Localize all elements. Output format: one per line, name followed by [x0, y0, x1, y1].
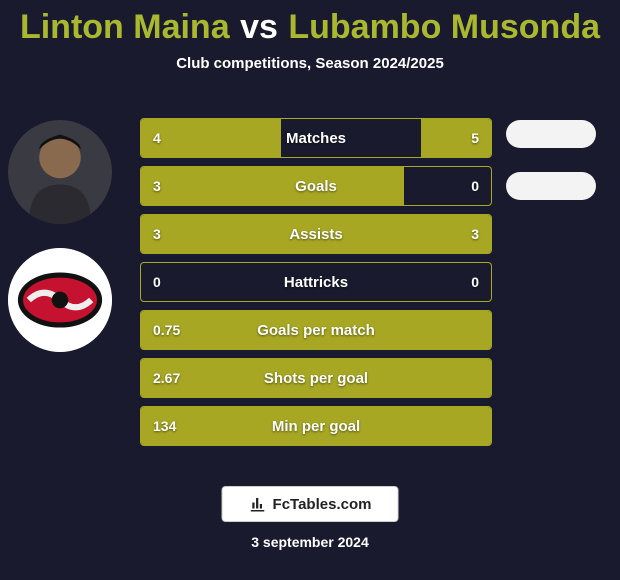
stat-value-right: 5: [471, 119, 479, 157]
subtitle: Club competitions, Season 2024/2025: [0, 55, 620, 72]
player2-club-avatar: [8, 248, 112, 352]
avatars-column: [8, 120, 118, 376]
page-title: Linton Maina vs Lubambo Musonda: [0, 0, 620, 47]
stat-row-matches: 4 Matches 5: [140, 118, 492, 158]
stat-value-right: 0: [471, 263, 479, 301]
comparison-widget: Linton Maina vs Lubambo Musonda Club com…: [0, 0, 620, 580]
stat-row-min-per-goal: 134 Min per goal: [140, 406, 492, 446]
stat-label: Assists: [141, 215, 491, 253]
stat-label: Hattricks: [141, 263, 491, 301]
stat-row-shots-per-goal: 2.67 Shots per goal: [140, 358, 492, 398]
player1-avatar: [8, 120, 112, 224]
player2-name: Lubambo Musonda: [288, 8, 600, 46]
stat-value-right: 3: [471, 215, 479, 253]
stat-row-assists: 3 Assists 3: [140, 214, 492, 254]
widget-pill: [506, 120, 596, 148]
stat-label: Min per goal: [141, 407, 491, 445]
chart-icon: [249, 495, 267, 513]
person-icon: [8, 120, 112, 224]
widget-pill: [506, 172, 596, 200]
fctables-link[interactable]: FcTables.com: [222, 486, 399, 522]
stats-bars: 4 Matches 5 3 Goals 0 3 Assists 3 0 Hatt…: [140, 118, 492, 454]
club-logo-icon: [8, 248, 112, 352]
stat-row-goals-per-match: 0.75 Goals per match: [140, 310, 492, 350]
stat-label: Goals per match: [141, 311, 491, 349]
stat-value-right: 0: [471, 167, 479, 205]
stat-label: Matches: [141, 119, 491, 157]
stat-label: Shots per goal: [141, 359, 491, 397]
date-text: 3 september 2024: [0, 534, 620, 550]
stat-label: Goals: [141, 167, 491, 205]
player1-name: Linton Maina: [20, 8, 230, 46]
stat-row-hattricks: 0 Hattricks 0: [140, 262, 492, 302]
right-widgets: [506, 120, 602, 224]
brand-text: FcTables.com: [273, 496, 372, 513]
vs-text: vs: [240, 8, 278, 46]
stat-row-goals: 3 Goals 0: [140, 166, 492, 206]
